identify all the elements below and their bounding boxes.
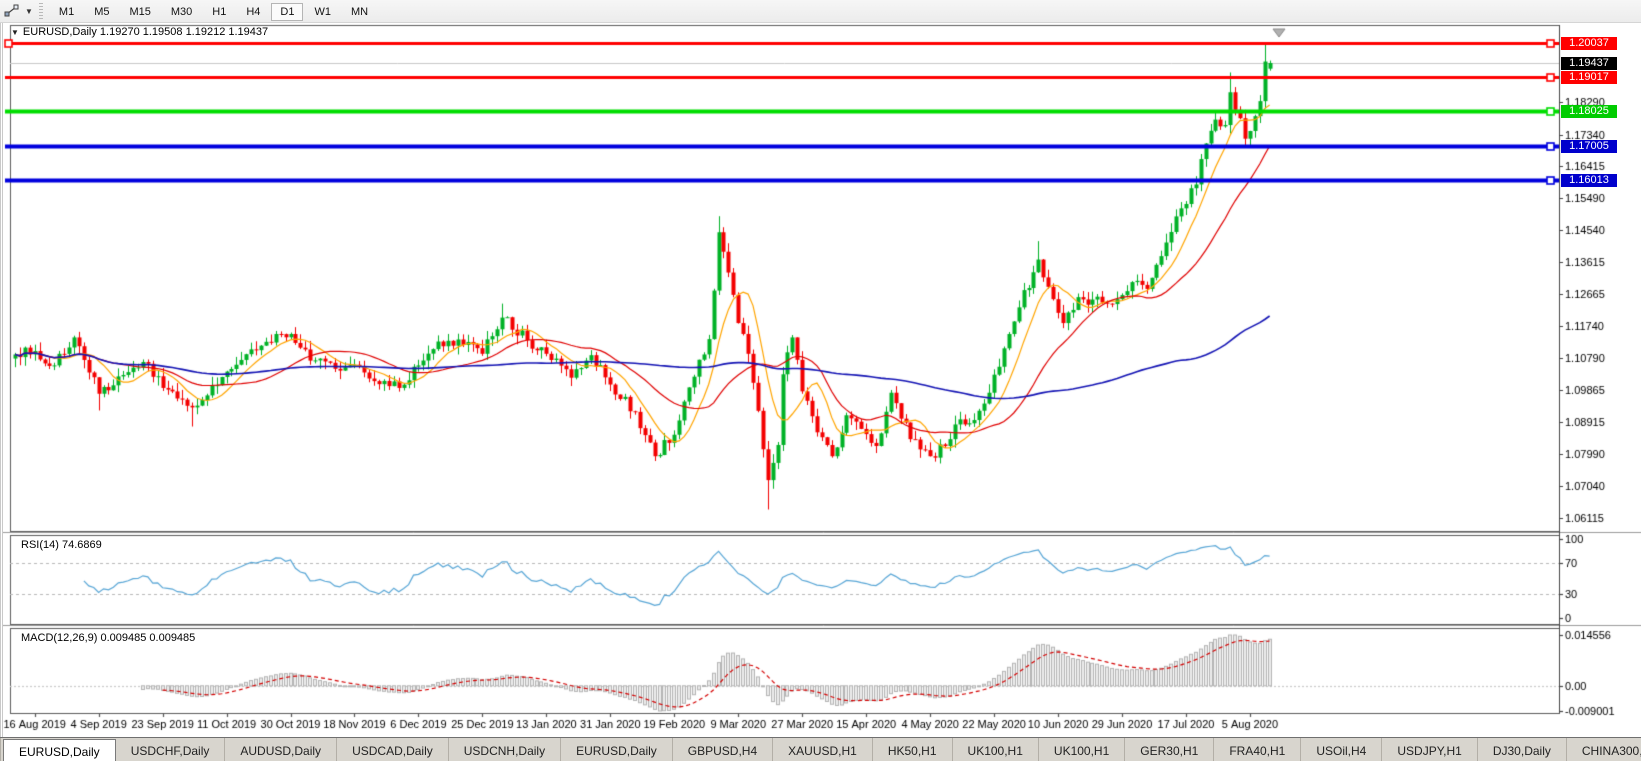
timeframe-button-m30[interactable]: M30 [162, 3, 201, 21]
timeframe-button-h4[interactable]: H4 [237, 3, 269, 21]
chart-tab-1-usdchf-daily[interactable]: USDCHF,Daily [116, 738, 226, 761]
chart-tab-16-china300-h1[interactable]: CHINA300,H1 [1567, 738, 1641, 761]
timeframe-button-mn[interactable]: MN [342, 3, 377, 21]
price-level-badge: 1.20037 [1561, 37, 1617, 50]
chart-title: ▼ EURUSD,Daily 1.19270 1.19508 1.19212 1.… [11, 26, 268, 38]
chevron-down-icon[interactable]: ▼ [25, 6, 33, 16]
price-level-badge: 1.18025 [1561, 105, 1617, 118]
current-price-badge: 1.19437 [1561, 57, 1617, 70]
chart-tab-2-audusd-daily[interactable]: AUDUSD,Daily [225, 738, 338, 761]
chart-tab-8-hk50-h1[interactable]: HK50,H1 [873, 738, 953, 761]
timeframe-button-m5[interactable]: M5 [85, 3, 118, 21]
chart-objects-caret-icon[interactable]: ▼ [11, 28, 19, 37]
chart-canvas[interactable] [3, 23, 1641, 737]
chart-tab-11-ger30-h1[interactable]: GER30,H1 [1125, 738, 1215, 761]
timeframe-buttons: M1 M5 M15 M30 H1 H4 D1 W1 MN [49, 2, 378, 21]
chart-tab-15-dj30-daily[interactable]: DJ30,Daily [1478, 738, 1567, 761]
tabbar-grip [0, 738, 1, 761]
timeframe-toolbar: ▼ M1 M5 M15 M30 H1 H4 D1 W1 MN [0, 0, 1641, 23]
timeframe-button-m15[interactable]: M15 [120, 3, 159, 21]
toolbar-grip [38, 3, 43, 19]
trendline-tool-icon[interactable] [3, 3, 21, 19]
price-level-badge: 1.19017 [1561, 71, 1617, 84]
chart-title-text: EURUSD,Daily 1.19270 1.19508 1.19212 1.1… [22, 26, 269, 38]
timeframe-button-h1[interactable]: H1 [203, 3, 235, 21]
chart-tab-0-eurusd-daily[interactable]: EURUSD,Daily [3, 739, 116, 761]
chart-tab-bar: EURUSD,Daily USDCHF,Daily AUDUSD,Daily USDC… [0, 737, 1641, 761]
tab-items: EURUSD,Daily USDCHF,Daily AUDUSD,Daily USDC… [1, 738, 1641, 761]
chart-tab-7-xauusd-h1[interactable]: XAUUSD,H1 [773, 738, 873, 761]
macd-indicator-label: MACD(12,26,9) 0.009485 0.009485 [21, 632, 196, 644]
timeframe-button-d1[interactable]: D1 [271, 2, 304, 21]
chart-tab-10-uk100-h1[interactable]: UK100,H1 [1039, 738, 1126, 761]
chart-tab-4-usdcnh-daily[interactable]: USDCNH,Daily [449, 738, 562, 761]
timeframe-button-w1[interactable]: W1 [305, 3, 340, 21]
price-level-badge: 1.16013 [1561, 174, 1617, 187]
chart-window: ▼ EURUSD,Daily 1.19270 1.19508 1.19212 1.… [0, 23, 1641, 737]
chart-tab-5-eurusd-daily[interactable]: EURUSD,Daily [561, 738, 673, 761]
chart-tab-3-usdcad-daily[interactable]: USDCAD,Daily [337, 738, 449, 761]
chart-tab-14-usdjpy-h1[interactable]: USDJPY,H1 [1382, 738, 1478, 761]
rsi-indicator-label: RSI(14) 74.6869 [21, 539, 102, 551]
chart-tab-9-uk100-h1[interactable]: UK100,H1 [953, 738, 1039, 761]
chart-tab-6-gbpusd-h4[interactable]: GBPUSD,H4 [673, 738, 774, 761]
price-level-badge: 1.17005 [1561, 140, 1617, 153]
chart-tab-13-usoil-h4[interactable]: USOil,H4 [1301, 738, 1383, 761]
chart-tab-12-fra40-h1[interactable]: FRA40,H1 [1214, 738, 1302, 761]
timeframe-button-m1[interactable]: M1 [50, 3, 83, 21]
